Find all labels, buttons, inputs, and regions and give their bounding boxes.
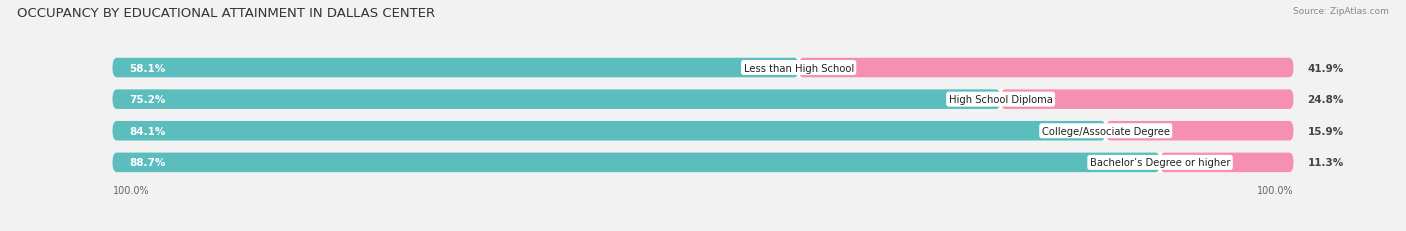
FancyBboxPatch shape: [112, 58, 1294, 78]
Text: 58.1%: 58.1%: [129, 63, 166, 73]
Text: Less than High School: Less than High School: [744, 63, 853, 73]
FancyBboxPatch shape: [112, 153, 1294, 172]
FancyBboxPatch shape: [112, 122, 1294, 141]
Text: 11.3%: 11.3%: [1308, 158, 1344, 168]
Text: 100.0%: 100.0%: [112, 185, 149, 195]
FancyBboxPatch shape: [112, 90, 1294, 109]
FancyBboxPatch shape: [112, 58, 799, 78]
FancyBboxPatch shape: [112, 122, 1105, 141]
Text: High School Diploma: High School Diploma: [949, 95, 1053, 105]
Text: Source: ZipAtlas.com: Source: ZipAtlas.com: [1294, 7, 1389, 16]
Text: 88.7%: 88.7%: [129, 158, 166, 168]
Text: 100.0%: 100.0%: [1257, 185, 1294, 195]
FancyBboxPatch shape: [1001, 90, 1294, 109]
Text: 15.9%: 15.9%: [1308, 126, 1344, 136]
FancyBboxPatch shape: [1105, 122, 1294, 141]
Text: 75.2%: 75.2%: [129, 95, 166, 105]
FancyBboxPatch shape: [112, 153, 1160, 172]
FancyBboxPatch shape: [1160, 153, 1294, 172]
Text: 84.1%: 84.1%: [129, 126, 166, 136]
Text: OCCUPANCY BY EDUCATIONAL ATTAINMENT IN DALLAS CENTER: OCCUPANCY BY EDUCATIONAL ATTAINMENT IN D…: [17, 7, 434, 20]
FancyBboxPatch shape: [799, 58, 1294, 78]
FancyBboxPatch shape: [112, 90, 1001, 109]
Text: College/Associate Degree: College/Associate Degree: [1042, 126, 1170, 136]
Text: 41.9%: 41.9%: [1308, 63, 1344, 73]
Text: Bachelor’s Degree or higher: Bachelor’s Degree or higher: [1090, 158, 1230, 168]
Text: 24.8%: 24.8%: [1308, 95, 1344, 105]
